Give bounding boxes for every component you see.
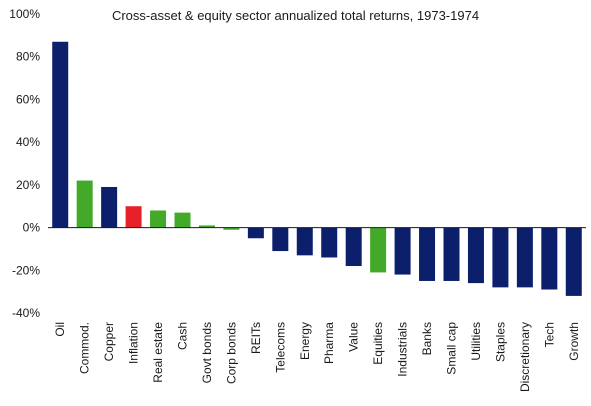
y-tick-label: 0% (23, 221, 41, 235)
y-tick-label: 60% (16, 92, 40, 106)
x-category-label: Govt bonds (200, 322, 214, 383)
x-category-label: Small cap (445, 322, 459, 375)
x-category-label: Corp bonds (224, 322, 238, 384)
x-category-label: Real estate (151, 322, 165, 383)
x-category-label: Banks (420, 322, 434, 355)
bar-govt-bonds (198, 225, 215, 228)
chart-title: Cross-asset & equity sector annualized t… (111, 8, 480, 23)
y-tick-label: 40% (16, 135, 40, 149)
bar-value (345, 227, 362, 267)
bar-reits (247, 227, 264, 239)
bar-corp-bonds (223, 227, 240, 230)
bar-banks (419, 227, 436, 281)
y-tick-label: 80% (16, 50, 40, 64)
x-category-label: Discretionary (518, 322, 532, 392)
bar-copper (101, 186, 118, 228)
bar-equities (370, 227, 387, 273)
y-tick-label: 20% (16, 178, 40, 192)
x-category-label: Growth (567, 322, 581, 361)
bar-real-estate (150, 210, 167, 228)
y-tick-label: -40% (12, 306, 40, 320)
bar-growth (565, 227, 582, 296)
bar-oil (52, 41, 69, 228)
y-tick-label: -20% (12, 263, 40, 277)
bar-industrials (394, 227, 411, 275)
x-category-label: Cash (176, 322, 190, 350)
x-category-label: Value (347, 322, 361, 352)
bar-pharma (321, 227, 338, 258)
bar-telecoms (272, 227, 289, 252)
x-category-label: Inflation (127, 322, 141, 364)
x-category-label: Telecoms (273, 322, 287, 373)
x-category-label: Pharma (322, 322, 336, 364)
bar-inflation (125, 206, 142, 228)
x-category-label: Tech (542, 322, 556, 347)
bar-small-cap (443, 227, 460, 281)
x-category-label: Industrials (396, 322, 410, 377)
bar-staples (492, 227, 509, 288)
y-tick-label: 100% (9, 7, 40, 21)
x-category-label: REITs (249, 322, 263, 354)
bar-tech (541, 227, 558, 290)
x-category-label: Energy (298, 322, 312, 360)
x-category-label: Oil (53, 322, 67, 337)
x-category-label: Copper (102, 322, 116, 361)
x-category-label: Equities (371, 322, 385, 365)
bar-energy (296, 227, 313, 256)
x-category-label: Utilities (469, 322, 483, 361)
bar-commod (76, 180, 93, 228)
x-category-label: Staples (493, 322, 507, 362)
bar-discretionary (516, 227, 533, 288)
bar-cash (174, 212, 191, 228)
bar-utilities (467, 227, 484, 284)
x-category-label: Commod. (78, 322, 92, 374)
